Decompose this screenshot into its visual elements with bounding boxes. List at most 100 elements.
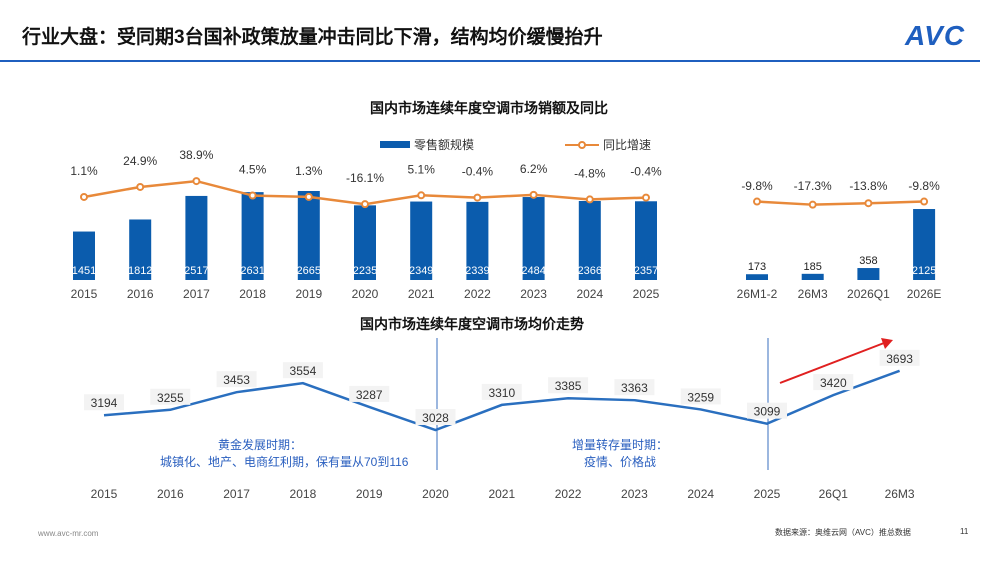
annotation-text: 城镇化、地产、电商红利期，保有量从70到116: [160, 455, 409, 469]
growth-point: [417, 191, 426, 200]
x-tick-label: 26M1-2: [737, 287, 778, 301]
price-label: 3453: [223, 373, 250, 387]
price-label-box: [216, 371, 257, 388]
growth-label: -9.8%: [741, 179, 773, 193]
growth-label: -9.8%: [908, 179, 940, 193]
growth-line: [756, 200, 925, 206]
sales-bar: [857, 268, 880, 280]
growth-label: 6.2%: [520, 162, 548, 176]
bar-value-label: 173: [748, 261, 766, 273]
price-label-box: [481, 383, 522, 400]
bar-value-label: 2366: [578, 265, 602, 277]
annotation-golden-period: 黄金发展时期： 城镇化、地产、电商红利期，保有量从70到116: [160, 436, 409, 470]
bar-value-label: 358: [859, 255, 877, 267]
growth-point: [361, 200, 369, 209]
price-label: 3420: [820, 376, 847, 390]
x-tick-label: 2024: [576, 287, 603, 301]
page-title: 行业大盘：受同期3台国补政策放量冲击同比下滑，结构均价缓慢抬升: [22, 27, 603, 48]
growth-label: -0.4%: [630, 165, 662, 179]
price-label: 3194: [91, 396, 118, 410]
sales-bar: [410, 201, 433, 280]
bar-value-label: 2349: [409, 265, 433, 277]
bar-value-label: 2235: [353, 265, 377, 277]
x-tick-label: 2019: [356, 487, 383, 501]
trend-arrow: [779, 342, 885, 384]
price-line: [103, 369, 901, 432]
price-label-box: [879, 349, 920, 366]
price-label: 3310: [488, 386, 515, 400]
bar-value-label: 2631: [240, 265, 264, 277]
annotation-text: 疫情、价格战: [583, 455, 656, 469]
sales-bar: [129, 219, 152, 280]
sales-bar: [297, 190, 320, 280]
sales-bar: [73, 231, 95, 280]
growth-label: 24.9%: [123, 154, 157, 168]
price-label: 3255: [157, 391, 184, 405]
growth-label: -13.8%: [849, 179, 887, 193]
growth-point: [248, 191, 257, 200]
growth-point: [864, 199, 873, 208]
price-label-box: [349, 385, 390, 402]
x-tick-label: 26Q1: [819, 487, 849, 501]
growth-label: 38.9%: [179, 148, 213, 162]
price-label-box: [548, 377, 589, 394]
growth-point: [192, 177, 201, 186]
bar-value-label: 185: [804, 261, 822, 273]
price-label: 3028: [422, 411, 449, 425]
bar-value-label: 2484: [521, 265, 545, 277]
bar-value-label: 2517: [184, 265, 208, 277]
x-tick-label: 2020: [422, 487, 449, 501]
x-tick-label: 2024: [687, 487, 714, 501]
x-tick-label: 2015: [91, 487, 118, 501]
growth-point: [136, 182, 145, 191]
price-label-box: [415, 409, 456, 425]
annotation-title: 增量转存量时期：: [571, 438, 668, 452]
growth-label: 1.3%: [295, 164, 323, 178]
growth-label: 5.1%: [408, 162, 436, 176]
sales-bar: [635, 201, 657, 280]
x-tick-label: 2016: [157, 487, 184, 501]
chart-title-price: 国内市场连续年度空调市场均价走势: [360, 316, 584, 332]
price-label: 3554: [290, 364, 317, 378]
sales-bar: [354, 205, 376, 280]
legend-line-swatch: [565, 140, 599, 149]
x-tick-label: 2017: [183, 287, 210, 301]
footer-url[interactable]: www.avc-mr.com: [38, 529, 99, 538]
x-tick-label: 2018: [290, 487, 317, 501]
trend-arrowhead: [881, 338, 893, 349]
bar-value-label: 2357: [634, 265, 658, 277]
legend-growth: 同比增速: [565, 136, 651, 153]
x-tick-label: 26M3: [885, 487, 915, 501]
sales-bar: [913, 209, 936, 280]
growth-point: [642, 193, 650, 202]
x-tick-label: 2025: [633, 287, 660, 301]
x-tick-label: 26M3: [798, 287, 828, 301]
growth-label: 4.5%: [239, 163, 267, 177]
price-label-box: [84, 394, 124, 411]
x-tick-label: 2022: [555, 487, 582, 501]
sales-bar: [241, 192, 264, 280]
x-tick-label: 2020: [352, 287, 379, 301]
legend-line-label: 同比增速: [603, 138, 652, 152]
legend-bar-label: 零售额规模: [414, 138, 475, 152]
price-label-box: [680, 388, 721, 405]
x-tick-label: 2023: [621, 487, 648, 501]
x-tick-label: 2015: [71, 287, 98, 301]
x-tick-label: 2019: [295, 287, 322, 301]
growth-point: [304, 192, 313, 201]
growth-point: [80, 192, 88, 201]
legend-sales: 零售额规模: [380, 136, 474, 153]
price-label-box: [614, 379, 655, 396]
price-label-box: [150, 388, 191, 405]
footer-source: 数据来源：奥维云网（AVC）推总数据: [775, 528, 911, 537]
price-label-box: [747, 402, 787, 419]
x-tick-label: 2018: [239, 287, 266, 301]
sales-bar: [185, 195, 208, 280]
x-tick-label: 2026Q1: [847, 287, 890, 301]
header-divider: [0, 60, 980, 62]
growth-point: [585, 195, 594, 204]
growth-label: -17.3%: [794, 179, 832, 193]
bar-value-label: 1451: [72, 265, 96, 277]
sales-bar: [801, 273, 824, 280]
sales-bar: [578, 200, 601, 280]
